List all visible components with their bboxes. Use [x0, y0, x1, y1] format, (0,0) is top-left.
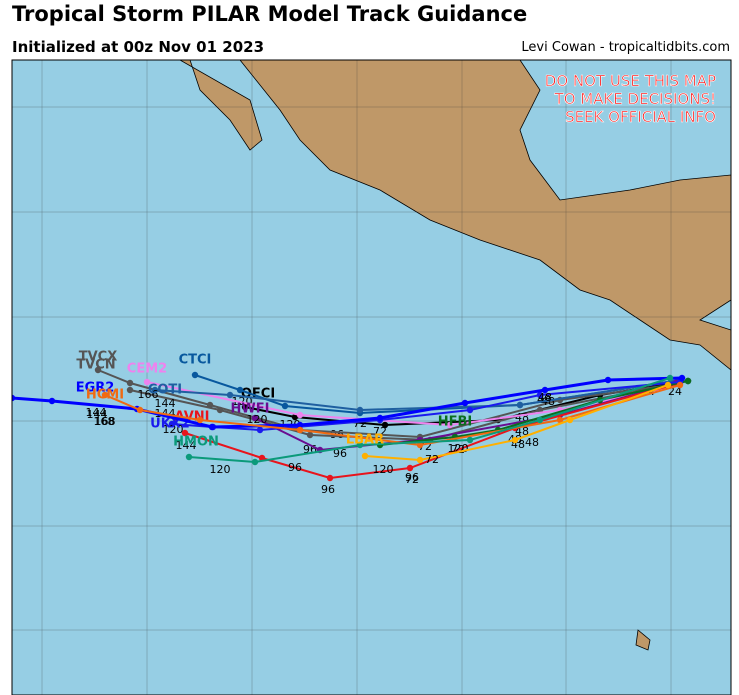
track-point [541, 386, 549, 394]
track-point [226, 391, 234, 399]
model-label: HWFI [231, 402, 270, 417]
forecast-hour: 96 [288, 461, 302, 474]
model-label: HMON [173, 435, 219, 450]
track-point [466, 406, 474, 414]
track-point [208, 423, 216, 431]
track-point [291, 413, 299, 421]
track-point [511, 436, 519, 444]
track-point [536, 391, 544, 399]
track-point [684, 377, 692, 385]
track-point [416, 441, 424, 449]
warning: DO NOT USE THIS MAP [545, 72, 716, 90]
warning: SEEK OFFICIAL INFO [565, 108, 716, 126]
track-point [666, 374, 674, 382]
forecast-hour: 48 [538, 391, 552, 404]
model-label: HFBI [438, 415, 473, 430]
graticule [12, 60, 731, 695]
track-point [376, 414, 384, 422]
map-border [11, 59, 732, 695]
track-point [678, 374, 686, 382]
title: Tropical Storm PILAR Model Track Guidanc… [12, 2, 528, 26]
forecast-hour: 72 [425, 453, 439, 466]
forecast-hour: 120 [163, 423, 184, 436]
track-point [236, 386, 244, 394]
track-point [664, 381, 672, 389]
forecast-hour: 166 [138, 388, 159, 401]
track-point [604, 376, 612, 384]
track-point [168, 420, 176, 428]
model-label: CEM2 [127, 362, 167, 377]
track-point [101, 391, 109, 399]
track-point [296, 411, 304, 419]
track-point [48, 397, 56, 405]
forecast-hour: 96 [333, 447, 347, 460]
track-line [129, 383, 676, 442]
track-point [461, 399, 469, 407]
track-point [416, 456, 424, 464]
forecast-hour: 120 [247, 413, 268, 426]
model-label: EGR2 [76, 381, 115, 396]
track-point [126, 379, 134, 387]
track-point [181, 429, 189, 437]
forecast-hour: 96 [405, 471, 419, 484]
track-point [381, 421, 389, 429]
track-point [251, 458, 259, 466]
track-point [256, 426, 264, 434]
track-point [516, 401, 524, 409]
track-point [151, 386, 159, 394]
model-label: TVCN [76, 358, 115, 373]
track-point [196, 416, 204, 424]
track-point [241, 403, 249, 411]
track-point [566, 416, 574, 424]
track-point [143, 378, 151, 386]
track-point [185, 453, 193, 461]
track-point [136, 406, 144, 414]
track-point [556, 416, 564, 424]
track-line [12, 376, 683, 429]
forecast-hour: 144 [86, 406, 107, 419]
forecast-hour: 48 [525, 436, 539, 449]
track-point [216, 406, 224, 414]
forecast-hour: 168 [94, 415, 115, 428]
track-point [12, 394, 16, 402]
forecast-hour: 120 [373, 463, 394, 476]
model-label: TVCX [79, 350, 118, 365]
model-label: HCMI [86, 388, 124, 403]
track-point [466, 436, 474, 444]
forecast-hour: 144 [176, 439, 197, 452]
track-point [126, 386, 134, 394]
track-point [251, 414, 259, 422]
forecast-hour: 120 [210, 463, 231, 476]
track-point [296, 426, 304, 434]
track-point [326, 474, 334, 482]
track-point [296, 421, 304, 429]
forecast-hour: 96 [321, 483, 335, 496]
track-point [406, 464, 414, 472]
track-point [281, 402, 289, 410]
track-point [361, 452, 369, 460]
track-point [306, 431, 314, 439]
credit: Levi Cowan - tropicaltidbits.com [521, 40, 730, 55]
model-label: CTCI [179, 353, 212, 368]
track-point [676, 381, 684, 389]
track-point [446, 421, 454, 429]
track-line [188, 377, 671, 464]
warning: TO MAKE DECISIONS! [554, 90, 716, 108]
track-point [356, 406, 364, 414]
forecast-hour: 144 [87, 408, 108, 421]
track-point [191, 371, 199, 379]
model-label: LBAR [346, 433, 384, 448]
forecast-hour: 168 [95, 415, 116, 428]
track-point [94, 366, 102, 374]
forecast-hour: 144 [155, 397, 176, 410]
track-point [356, 441, 364, 449]
forecast-hour: 72 [405, 473, 419, 486]
model-label: COTI [148, 383, 182, 398]
subtitle: Initialized at 00z Nov 01 2023 [12, 38, 265, 56]
track-point [536, 416, 544, 424]
